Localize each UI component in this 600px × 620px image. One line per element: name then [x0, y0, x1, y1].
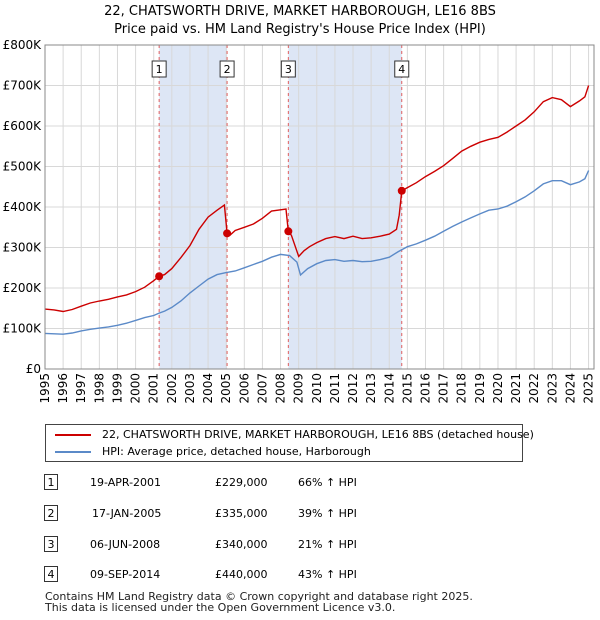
y-tick-label: £800K — [3, 38, 43, 52]
legend-label-hpi: HPI: Average price, detached house, Harb… — [102, 445, 371, 458]
table-row: 1 19-APR-2001 £229,000 66% ↑ HPI — [0, 474, 600, 492]
x-tick-label: 2009 — [292, 373, 306, 404]
x-tick-label: 2023 — [545, 373, 559, 404]
y-tick-label: £500K — [3, 160, 43, 174]
table-row: 3 06-JUN-2008 £340,000 21% ↑ HPI — [0, 536, 600, 554]
x-tick-label: 2013 — [364, 373, 378, 404]
sale-number-badge: 4 — [44, 566, 58, 582]
y-tick-label: £0 — [26, 362, 41, 376]
x-tick-label: 2014 — [382, 373, 396, 404]
sale-price: £340,000 — [215, 538, 268, 551]
legend-swatch-hpi — [55, 451, 91, 453]
table-row: 2 17-JAN-2005 £335,000 39% ↑ HPI — [0, 505, 600, 523]
sale-price: £440,000 — [215, 568, 268, 581]
sale-hpi-change: 43% ↑ HPI — [298, 568, 357, 581]
sale-point — [397, 186, 406, 195]
x-tick-label: 2022 — [527, 373, 541, 404]
sale-number-box — [219, 60, 235, 78]
sale-point — [155, 272, 164, 281]
x-tick-label: 2004 — [201, 373, 215, 404]
x-tick-label: 2006 — [237, 373, 251, 404]
y-tick-label: £300K — [3, 241, 43, 255]
x-tick-label: 1999 — [110, 373, 124, 404]
x-tick-label: 2017 — [437, 373, 451, 404]
y-tick-label: £100K — [3, 322, 43, 336]
x-tick-label: 2002 — [165, 373, 179, 404]
sale-number-badge: 1 — [44, 474, 58, 490]
table-row: 4 09-SEP-2014 £440,000 43% ↑ HPI — [0, 566, 600, 584]
footer-license: This data is licensed under the Open Gov… — [45, 601, 396, 614]
footer-copyright: Contains HM Land Registry data © Crown c… — [45, 590, 473, 603]
x-tick-label: 2024 — [563, 373, 577, 404]
sale-number-box — [280, 60, 296, 78]
sale-number-box — [151, 60, 167, 78]
y-tick-label: £600K — [3, 119, 43, 133]
sale-number-label: 1 — [156, 63, 163, 76]
chart-subtitle: Price paid vs. HM Land Registry's House … — [114, 22, 486, 37]
y-tick-label: £400K — [3, 200, 43, 214]
x-tick-label: 1995 — [38, 373, 52, 404]
sale-number-box — [394, 60, 410, 78]
sale-price: £335,000 — [215, 507, 268, 520]
property-series-line — [44, 85, 590, 313]
x-tick-label: 1996 — [56, 373, 70, 404]
x-tick-label: 2005 — [219, 373, 233, 404]
x-tick-label: 2020 — [491, 373, 505, 404]
x-tick-label: 2019 — [473, 373, 487, 404]
x-tick-label: 2021 — [509, 373, 523, 404]
hpi-series-line — [44, 170, 590, 335]
x-tick-label: 1997 — [74, 373, 88, 404]
x-tick-label: 2015 — [400, 373, 414, 404]
sale-hpi-change: 21% ↑ HPI — [298, 538, 357, 551]
x-tick-label: 2007 — [255, 373, 269, 404]
sale-hpi-change: 39% ↑ HPI — [298, 507, 357, 520]
sale-number-label: 4 — [398, 63, 405, 76]
x-tick-label: 1998 — [92, 373, 106, 404]
x-tick-label: 2008 — [274, 373, 288, 404]
x-tick-label: 2010 — [310, 373, 324, 404]
legend-item-hpi: HPI: Average price, detached house, Harb… — [46, 444, 522, 460]
sale-number-label: 2 — [224, 63, 231, 76]
price-chart: 1 2 3 4 £0 £100K £200K £300K £400K £500K £600K £70… — [3, 38, 596, 404]
sale-price: £229,000 — [215, 476, 268, 489]
sale-date: 06-JUN-2008 — [90, 538, 161, 551]
sale-number-badge: 3 — [44, 536, 58, 552]
sale-date: 17-JAN-2005 — [92, 507, 162, 520]
chart-title: 22, CHATSWORTH DRIVE, MARKET HARBOROUGH,… — [104, 4, 496, 19]
sale-date: 19-APR-2001 — [90, 476, 162, 489]
sale-number-label: 3 — [285, 63, 292, 76]
legend-label-property: 22, CHATSWORTH DRIVE, MARKET HARBOROUGH,… — [102, 428, 534, 441]
x-tick-label: 2003 — [183, 373, 197, 404]
x-tick-label: 2018 — [455, 373, 469, 404]
x-tick-label: 2011 — [328, 373, 342, 404]
legend-swatch-property — [55, 434, 91, 436]
y-tick-label: £200K — [3, 281, 43, 295]
legend-item-property: 22, CHATSWORTH DRIVE, MARKET HARBOROUGH,… — [46, 427, 534, 443]
sale-number-badge: 2 — [44, 505, 58, 521]
x-tick-label: 2001 — [147, 373, 161, 404]
sale-point — [284, 227, 293, 236]
x-tick-label: 2012 — [346, 373, 360, 404]
sale-point — [223, 229, 232, 238]
x-tick-label: 2016 — [418, 373, 432, 404]
x-tick-label: 2000 — [129, 373, 143, 404]
chart-legend: 22, CHATSWORTH DRIVE, MARKET HARBOROUGH,… — [45, 424, 534, 462]
x-tick-label: 2025 — [582, 373, 596, 404]
plot-frame — [44, 44, 595, 370]
sale-date: 09-SEP-2014 — [90, 568, 161, 581]
sale-hpi-change: 66% ↑ HPI — [298, 476, 357, 489]
y-tick-label: £700K — [3, 79, 43, 93]
